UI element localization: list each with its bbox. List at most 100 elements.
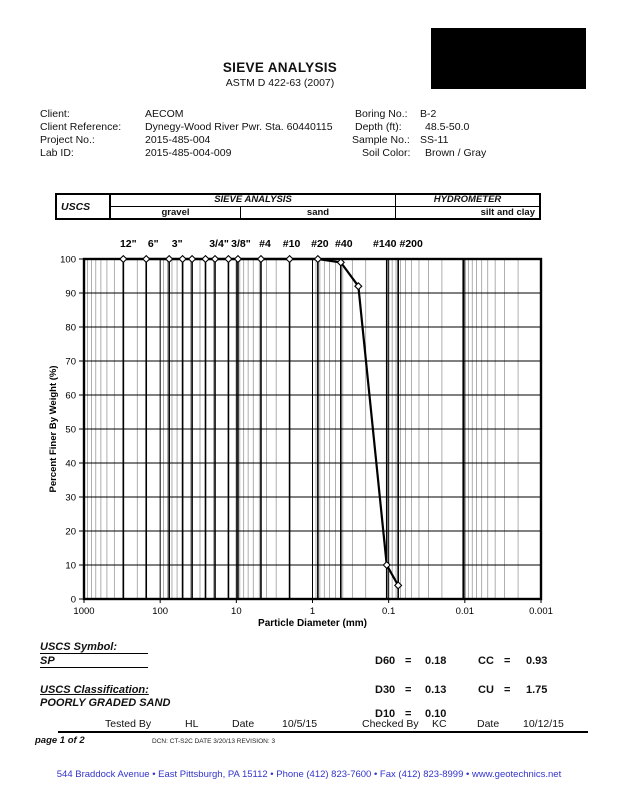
gravel-cell: gravel xyxy=(111,207,241,218)
y-tick-label: 10 xyxy=(65,561,76,572)
data-point-marker xyxy=(336,258,345,267)
cu-eq: = xyxy=(504,684,511,696)
uscs-header-cell: USCS xyxy=(57,195,111,218)
x-tick-label: 10 xyxy=(231,606,242,617)
soil-color-value: Brown / Gray xyxy=(425,147,487,159)
depth-value: 48.5-50.0 xyxy=(425,121,470,133)
boring-no-value: B-2 xyxy=(420,108,437,120)
soil-color-label: Soil Color: xyxy=(362,147,411,159)
data-point-marker xyxy=(354,282,363,291)
hydrometer-header-cell: HYDROMETER xyxy=(433,194,502,205)
d10-eq: = xyxy=(405,708,412,720)
sieve-size-label: #20 xyxy=(311,238,329,250)
y-tick-label: 60 xyxy=(65,391,76,402)
d60-value: 0.18 xyxy=(425,655,447,667)
sample-no-value: SS-11 xyxy=(420,134,449,146)
d10-value: 0.10 xyxy=(425,708,447,720)
sieve-size-label: 12" xyxy=(120,238,137,250)
y-tick-label: 80 xyxy=(65,323,76,334)
tested-by-value: HL xyxy=(185,718,199,730)
sieve-size-label: 3/4" xyxy=(209,238,229,250)
y-tick-label: 50 xyxy=(65,425,76,436)
x-tick-label: 0.01 xyxy=(456,606,475,617)
lab-id-label: Lab ID: xyxy=(40,147,74,159)
x-tick-label: 1 xyxy=(310,606,315,617)
data-point-marker xyxy=(142,254,151,264)
client-value: AECOM xyxy=(145,108,184,120)
tested-date-label: Date xyxy=(232,718,255,730)
tested-date-value: 10/5/15 xyxy=(282,718,318,730)
client-reference-value: Dynegy-Wood River Pwr. Sta. 60440115 xyxy=(145,121,333,133)
page-title: SIEVE ANALYSIS xyxy=(222,60,338,75)
cc-value: 0.93 xyxy=(526,655,548,667)
lab-id-value: 2015-485-004-009 xyxy=(145,147,232,159)
data-point-marker xyxy=(233,254,243,264)
boring-no-label: Boring No.: xyxy=(355,108,408,120)
project-no-label: Project No.: xyxy=(40,134,95,146)
x-tick-label: 0.001 xyxy=(529,606,553,617)
d30-label: D30 xyxy=(375,684,396,696)
d30-value: 0.13 xyxy=(425,684,447,696)
d60-eq: = xyxy=(405,655,412,667)
footer-address: 544 Braddock Avenue • East Pittsburgh, P… xyxy=(56,769,562,780)
depth-label: Depth (ft): xyxy=(355,121,402,133)
data-point-marker xyxy=(187,254,197,264)
data-point-marker xyxy=(210,254,220,264)
data-point-marker xyxy=(256,254,266,264)
uscs-classification-label: USCS Classification: xyxy=(40,684,149,696)
cu-label: CU xyxy=(478,684,494,696)
checked-by-value: KC xyxy=(432,718,447,730)
d10-label: D10 xyxy=(375,708,396,720)
gradation-curve xyxy=(123,257,400,586)
y-tick-label: 40 xyxy=(65,459,76,470)
dcn-note: DCN: CT-S2C DATE 3/20/13 REVISION: 3 xyxy=(152,738,276,745)
checked-date-label: Date xyxy=(477,718,500,730)
uscs-symbol-value: SP xyxy=(40,655,148,668)
cc-label: CC xyxy=(478,655,494,667)
cu-value: 1.75 xyxy=(526,684,548,696)
checked-by-label: Checked By xyxy=(362,718,419,730)
x-tick-label: 0.1 xyxy=(382,606,395,617)
data-point-marker xyxy=(313,254,323,264)
sieve-size-label: #200 xyxy=(400,238,424,250)
sieve-size-label: #10 xyxy=(283,238,301,250)
data-point-marker xyxy=(382,560,391,570)
data-point-marker xyxy=(164,254,174,264)
sieve-size-label: 3" xyxy=(172,238,183,250)
data-point-marker xyxy=(119,254,128,264)
cc-eq: = xyxy=(504,655,511,667)
data-point-marker xyxy=(285,254,294,264)
sieve-size-label: 6" xyxy=(148,238,159,250)
sample-no-label: Sample No.: xyxy=(352,134,410,146)
uscs-classification-value: POORLY GRADED SAND xyxy=(40,697,171,709)
checked-date-value: 10/12/15 xyxy=(523,718,564,730)
signature-divider-line xyxy=(58,731,588,733)
d30-eq: = xyxy=(405,684,412,696)
sieve-size-label: #140 xyxy=(373,238,397,250)
tested-by-label: Tested By xyxy=(105,718,152,730)
client-reference-label: Client Reference: xyxy=(40,121,122,133)
sieve-size-label: #4 xyxy=(259,238,271,250)
y-tick-label: 70 xyxy=(65,357,76,368)
company-logo-redacted xyxy=(431,28,586,89)
client-label: Client: xyxy=(40,108,70,120)
data-point-marker xyxy=(178,254,187,264)
d60-label: D60 xyxy=(375,655,396,667)
y-tick-label: 100 xyxy=(60,255,76,266)
silt-clay-cell: silt and clay xyxy=(480,207,535,218)
page-subtitle: ASTM D 422-63 (2007) xyxy=(225,77,335,89)
y-tick-label: 30 xyxy=(65,493,76,504)
y-tick-label: 0 xyxy=(71,595,76,606)
y-tick-label: 20 xyxy=(65,527,76,538)
sieve-size-label: 3/8" xyxy=(231,238,251,250)
uscs-symbol-label: USCS Symbol: xyxy=(40,641,148,654)
data-point-marker xyxy=(394,581,403,590)
y-axis-title: Percent Finer By Weight (%) xyxy=(48,365,59,492)
data-point-marker xyxy=(201,254,210,264)
sieve-size-label: #40 xyxy=(335,238,353,250)
x-axis-title: Particle Diameter (mm) xyxy=(258,618,367,629)
page-number: page 1 of 2 xyxy=(35,735,85,746)
y-tick-label: 90 xyxy=(65,289,76,300)
